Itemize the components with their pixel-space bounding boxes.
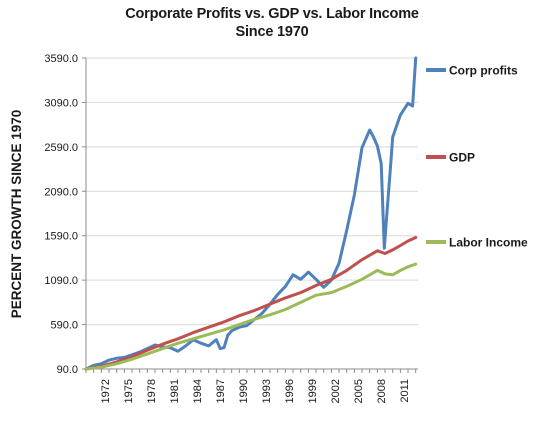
- series-line-gdp: [84, 236, 418, 371]
- grid-lines: [86, 57, 418, 326]
- series-lines: [84, 56, 418, 371]
- legend-label-corp-profits: Corp profits: [449, 64, 518, 78]
- x-tick-label: 2002: [330, 379, 342, 403]
- y-tick-label: 90.0: [57, 364, 78, 376]
- x-tick-label: 2008: [376, 379, 388, 403]
- y-tick-label: 1590.0: [44, 231, 78, 243]
- x-tick-label: 1978: [146, 379, 158, 403]
- x-tick-label: 1990: [238, 379, 250, 403]
- x-tick-label: 1984: [192, 379, 204, 403]
- x-tick-label: 1996: [284, 379, 296, 403]
- y-axis-label: PERCENT GROWTH SINCE 1970: [9, 110, 24, 319]
- y-tick-label: 3590.0: [44, 53, 78, 65]
- y-tick-label: 1090.0: [44, 275, 78, 287]
- chart-title: Corporate Profits vs. GDP vs. Labor Inco…: [0, 5, 544, 41]
- legend-label-labor-income: Labor Income: [449, 236, 528, 250]
- y-tick-label: 2090.0: [44, 186, 78, 198]
- y-tick-label: 590.0: [50, 320, 78, 332]
- x-tick-label: 1981: [169, 379, 181, 403]
- legend: Corp profits GDP Labor Income: [426, 64, 528, 250]
- chart-title-line-1: Corporate Profits vs. GDP vs. Labor Inco…: [125, 6, 419, 22]
- x-tick-label: 1987: [215, 379, 227, 403]
- series-line-corp-profits: [84, 56, 418, 371]
- x-tick-label: 1999: [307, 379, 319, 403]
- x-axis-ticks: 1972 1975 1978 1981 1984 1987 1990 1993 1996 1999…: [100, 379, 411, 403]
- axes: [82, 57, 418, 373]
- y-tick-label: 2590.0: [44, 142, 78, 154]
- x-tick-label: 1975: [123, 379, 135, 403]
- y-tick-label: 3090.0: [44, 97, 78, 109]
- y-axis-ticks: 3590.0 3090.0 2590.0 2090.0 1590.0 1090.0 590.…: [44, 53, 78, 376]
- x-tick-label: 2005: [353, 379, 365, 403]
- x-tick-label: 1972: [100, 379, 112, 403]
- x-tick-label: 1993: [261, 379, 273, 403]
- x-tick-label: 2011: [399, 379, 411, 403]
- legend-label-gdp: GDP: [449, 151, 475, 165]
- series-line-labor-income: [84, 262, 418, 371]
- chart-title-line-2: Since 1970: [235, 24, 309, 40]
